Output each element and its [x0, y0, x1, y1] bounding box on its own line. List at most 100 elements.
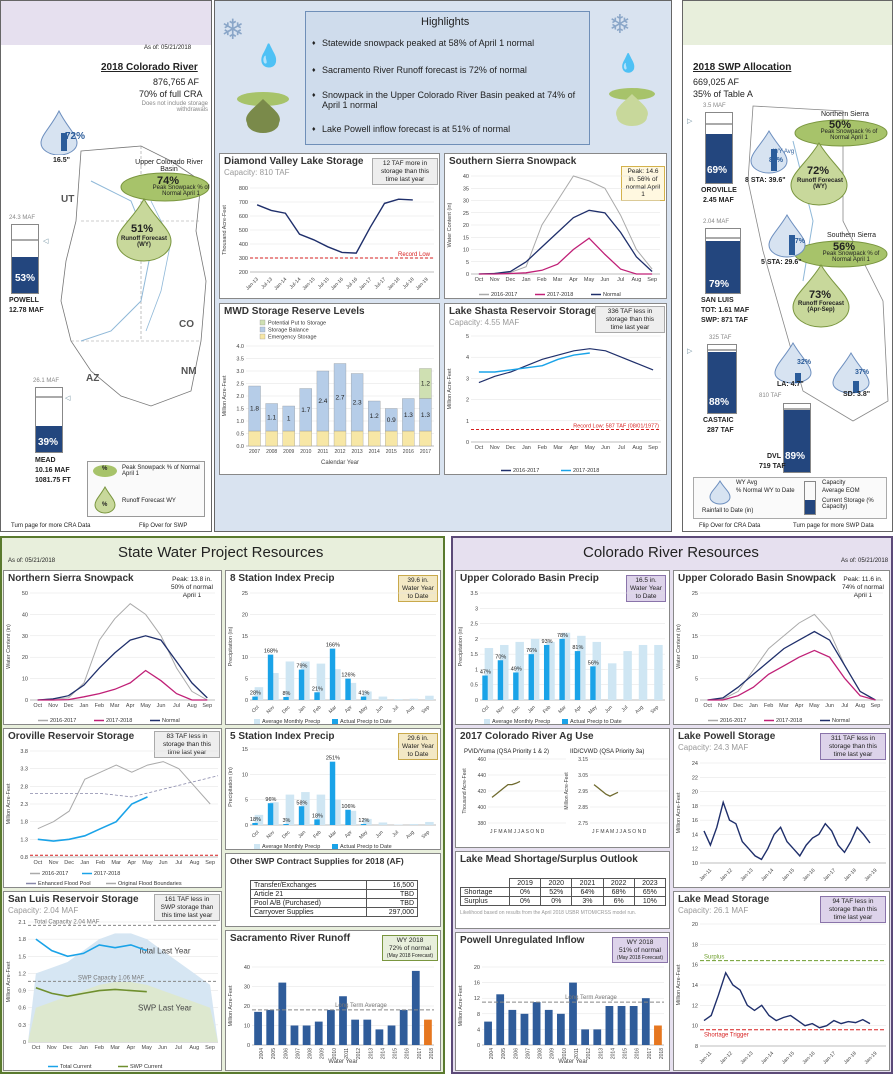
x-tick-label: 2010: [300, 449, 311, 455]
powell-storage-card: Lake Powell Storage Capacity: 24.3 MAF 3…: [673, 728, 890, 888]
cell: 0%: [540, 896, 573, 906]
y-tick-label: 18: [692, 942, 698, 948]
bar-emergency: [265, 430, 278, 447]
footer-right[interactable]: Turn page for more SWP Data: [793, 523, 874, 529]
y-tick-label: 440: [478, 773, 487, 779]
y-tick-label: 24: [692, 761, 698, 767]
y-tick-label: 14: [692, 832, 698, 838]
cell: Surplus: [460, 896, 510, 906]
ns-label: Northern Sierra: [821, 111, 869, 118]
x-tick-label: 2004: [489, 1048, 495, 1059]
x-tick-label: Jan: [527, 704, 537, 714]
sac-note: WY 2018 72% of normal (May 2018 Forecast…: [382, 935, 438, 961]
legend-label: 2016-2017: [720, 718, 746, 724]
la-drop-icon: [774, 341, 812, 384]
series-2017-2018: [707, 649, 876, 701]
footer-right[interactable]: Flip Over for SWP: [139, 523, 188, 529]
footer-left[interactable]: Flip Over for CRA Data: [699, 523, 761, 529]
x-tick-label: 2013: [598, 1048, 604, 1059]
y-tick-label: 3.5: [470, 591, 478, 597]
ss-runoff: 73%: [809, 289, 832, 301]
x-tick-label: 2005: [501, 1048, 507, 1059]
y-tick-label: 5: [466, 334, 469, 340]
y-tick-label: 12: [474, 996, 480, 1002]
x-tick-label: Mar: [557, 704, 568, 715]
pvid-line: [491, 780, 521, 798]
legend-label: Enhanced Flood Pool: [38, 881, 91, 887]
shasta-capacity: Capacity: 4.55 MAF: [449, 318, 520, 327]
x-tick-label: Jul: [617, 277, 624, 283]
x-tick-label: Sep: [648, 445, 658, 451]
x-tick-label: 2006: [513, 1048, 519, 1059]
bar-actual: [283, 823, 289, 825]
long-term-average-label: Long Term Average: [335, 1003, 387, 1009]
colorado-header-band: [1, 1, 211, 45]
legend-pct: % Normal WY to Date: [736, 488, 795, 494]
bar-average: [347, 682, 357, 700]
sl-pct: 79%: [709, 279, 730, 290]
ag-use-card: 2017 Colorado River Ag Use PVID/Yuma (QS…: [455, 728, 670, 848]
y-tick-label: 3.5: [236, 357, 244, 363]
bar-actual: [298, 669, 305, 700]
y-tick-label: 3.05: [578, 773, 588, 779]
y-tick-label: 8: [477, 1012, 480, 1018]
y-tick-label: 2: [466, 398, 469, 404]
data-label: 28%: [250, 691, 261, 697]
bar-actual: [252, 822, 258, 825]
y-tick-label: 1.3: [20, 837, 28, 843]
sta5-label: 5 STA: 29.6": [761, 259, 802, 266]
runoff-label: Runoff Forecast (WY): [120, 236, 167, 248]
runoff-bar: [411, 970, 420, 1045]
bar-average: [332, 669, 341, 700]
x-tick-label: Aug: [405, 829, 416, 840]
bar-average: [530, 638, 540, 700]
x-tick-label: Sep: [205, 1045, 215, 1051]
mead-title: Lake Mead Storage: [678, 894, 770, 905]
outlook-title: Lake Mead Shortage/Surplus Outlook: [460, 854, 638, 865]
pui-note-1: WY 2018: [626, 939, 654, 946]
data-label: 1: [287, 416, 291, 423]
year-cell: 2019: [508, 878, 542, 888]
y-tick-label: 16: [474, 981, 480, 987]
x-tick-label: Jan: [749, 703, 758, 709]
x-tick-label: Jul: [175, 1045, 182, 1051]
dvl-pct: 89%: [785, 451, 806, 462]
legend-cloud-icon: [93, 465, 117, 477]
ss-caption: Peak Snowpack % of Normal April 1: [822, 251, 880, 263]
bar-actual: [329, 761, 336, 825]
y-tick-label: 2.75: [578, 821, 588, 827]
la-label: LA: 4.7": [777, 381, 804, 388]
bar-actual: [590, 666, 596, 700]
other-title: Other SWP Contract Supplies for 2018 (AF…: [230, 856, 404, 866]
swp-pct: 35% of Table A: [693, 89, 753, 99]
series-normal: [707, 630, 876, 701]
ss-runoff-label: Runoff Forecast (Apr-Sep): [797, 301, 844, 313]
x-tick-label: Apr: [126, 703, 135, 709]
x-tick-label: Aug: [631, 277, 641, 283]
runoff-bar: [314, 1021, 323, 1045]
y-tick-label: 0.5: [236, 432, 244, 438]
bar-actual: [267, 654, 274, 700]
x-tick-label: Dec: [64, 703, 74, 709]
runoff-bar: [278, 982, 287, 1045]
ns-runoff-label: Runoff Forecast (WY): [796, 178, 843, 190]
x-tick-label: Jan-12: [719, 1050, 734, 1065]
footer-left[interactable]: Turn page for more CRA Data: [11, 523, 91, 529]
powell-cap: 24.3 MAF: [9, 215, 36, 221]
table-row: Transfer/Exchanges 16,500: [249, 880, 418, 890]
ns-cloud-icon: [794, 119, 888, 147]
x-tick-label: Aug: [187, 703, 197, 709]
ns-pct: 50%: [829, 119, 852, 131]
oro-name: OROVILLE: [701, 187, 737, 194]
y-tick-label: 10: [242, 655, 248, 661]
legend-text1: Peak Snowpack % of Normal April 1: [122, 465, 200, 477]
swp-banner-title: State Water Project Resources: [118, 544, 324, 561]
y-tick-label: 0: [695, 698, 698, 704]
bar-emergency: [299, 430, 312, 447]
y-tick-label: 5: [695, 677, 698, 683]
sl-chart: 2.1 1.8 1.5 1.2 0.9 0.6 0.3 0 Oct Nov Dec Jan Feb Mar…: [6, 919, 218, 1070]
oro-gauge: [705, 112, 733, 184]
legend-pct1: %: [102, 466, 108, 472]
